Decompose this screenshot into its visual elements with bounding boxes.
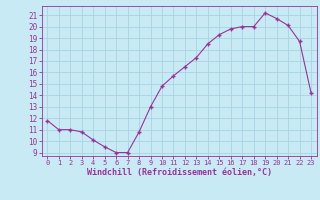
X-axis label: Windchill (Refroidissement éolien,°C): Windchill (Refroidissement éolien,°C) [87, 168, 272, 177]
